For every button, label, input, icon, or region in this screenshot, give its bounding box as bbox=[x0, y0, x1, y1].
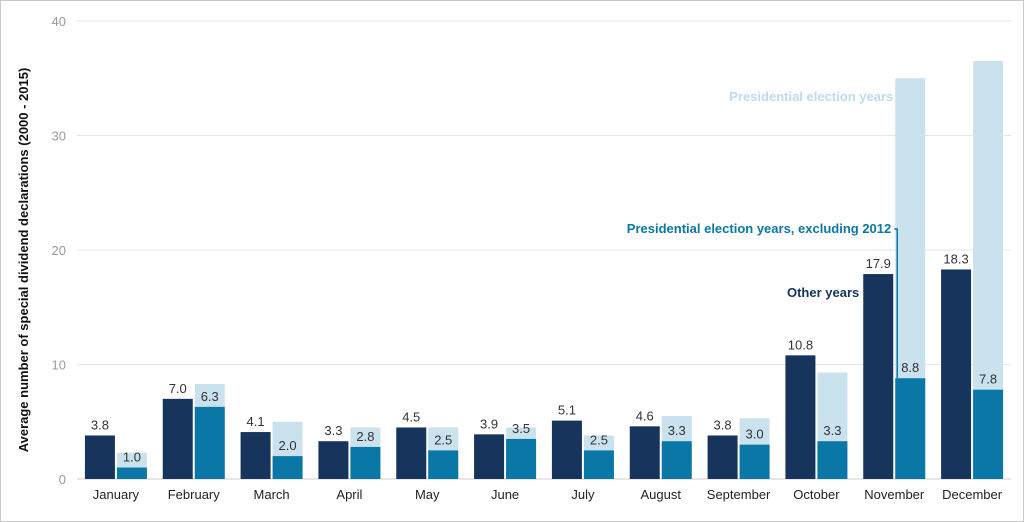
annotation-leader-line bbox=[894, 228, 898, 379]
bar-election-excl-2012 bbox=[661, 441, 692, 479]
x-tick-label: March bbox=[254, 487, 290, 502]
bar-other-years bbox=[84, 435, 115, 479]
annotation-election-years: Presidential election years bbox=[729, 89, 893, 104]
bar-other-years bbox=[707, 435, 738, 479]
value-label-election-excl-2012: 2.5 bbox=[590, 432, 608, 447]
x-tick-label: February bbox=[168, 487, 221, 502]
bar-election-excl-2012 bbox=[116, 467, 147, 479]
bar-other-years bbox=[318, 441, 349, 479]
annotation-other-years: Other years bbox=[787, 285, 859, 300]
x-tick-label: June bbox=[491, 487, 519, 502]
bar-other-years bbox=[240, 432, 271, 479]
value-label-election-excl-2012: 2.0 bbox=[279, 438, 297, 453]
value-label-other-years: 4.1 bbox=[247, 414, 265, 429]
bar-election-excl-2012 bbox=[817, 441, 848, 479]
bar-election-excl-2012 bbox=[428, 450, 459, 479]
x-tick-label: July bbox=[571, 487, 595, 502]
x-tick-label: May bbox=[415, 487, 440, 502]
y-tick-label: 20 bbox=[52, 243, 66, 258]
gridlines bbox=[77, 20, 1011, 480]
x-tick-label: April bbox=[336, 487, 362, 502]
value-label-other-years: 18.3 bbox=[943, 251, 968, 266]
x-tick-label: August bbox=[641, 487, 682, 502]
bars bbox=[84, 61, 1004, 479]
value-label-other-years: 10.8 bbox=[788, 337, 813, 352]
value-label-election-excl-2012: 7.8 bbox=[979, 372, 997, 387]
x-tick-label: October bbox=[793, 487, 840, 502]
x-tick-label: November bbox=[864, 487, 925, 502]
bar-other-years bbox=[474, 434, 505, 479]
y-tick-label: 0 bbox=[59, 472, 66, 487]
bar-other-years bbox=[863, 274, 894, 479]
annotation-excluding-2012: Presidential election years, excluding 2… bbox=[627, 221, 891, 236]
bar-election-excl-2012 bbox=[739, 444, 770, 479]
value-label-election-excl-2012: 2.5 bbox=[434, 432, 452, 447]
bar-election-excl-2012 bbox=[350, 446, 381, 479]
x-tick-label: December bbox=[942, 487, 1003, 502]
bar-election-excl-2012 bbox=[272, 456, 303, 479]
annotations: Presidential election years Presidential … bbox=[627, 89, 898, 379]
value-label-other-years: 3.8 bbox=[714, 417, 732, 432]
bar-election-excl-2012 bbox=[583, 450, 614, 479]
y-tick-label: 40 bbox=[52, 14, 66, 29]
bar-other-years bbox=[162, 398, 193, 479]
value-label-other-years: 3.3 bbox=[324, 423, 342, 438]
value-label-election-excl-2012: 3.3 bbox=[668, 423, 686, 438]
x-tick-labels: January February March April May June July Augu… bbox=[93, 487, 1003, 502]
bar-election-excl-2012 bbox=[506, 438, 537, 479]
x-tick-label: January bbox=[93, 487, 140, 502]
value-label-election-excl-2012: 3.3 bbox=[823, 423, 841, 438]
y-tick-label: 10 bbox=[52, 358, 66, 373]
bar-other-years bbox=[785, 355, 816, 479]
value-label-election-excl-2012: 2.8 bbox=[356, 429, 374, 444]
bar-election-excl-2012 bbox=[895, 378, 926, 479]
value-label-election-excl-2012: 8.8 bbox=[901, 360, 919, 375]
value-label-election-excl-2012: 3.5 bbox=[512, 421, 530, 436]
value-label-election-excl-2012: 1.0 bbox=[123, 450, 141, 465]
value-label-other-years: 5.1 bbox=[558, 403, 576, 418]
x-tick-label: September bbox=[707, 487, 771, 502]
y-tick-label: 30 bbox=[52, 129, 66, 144]
bar-election-excl-2012 bbox=[973, 389, 1004, 479]
y-axis-label: Average number of special dividend decla… bbox=[16, 68, 31, 453]
value-label-election-excl-2012: 3.0 bbox=[746, 427, 764, 442]
bar-other-years bbox=[551, 420, 582, 479]
value-label-other-years: 7.0 bbox=[169, 381, 187, 396]
value-label-other-years: 4.6 bbox=[636, 408, 654, 423]
y-tick-labels: 0 10 20 30 40 bbox=[52, 14, 66, 487]
bar-election-excl-2012 bbox=[194, 406, 225, 479]
bar-other-years bbox=[941, 269, 972, 479]
value-label-election-excl-2012: 6.3 bbox=[201, 389, 219, 404]
value-label-other-years: 3.8 bbox=[91, 417, 109, 432]
value-label-other-years: 17.9 bbox=[866, 256, 891, 271]
value-label-other-years: 3.9 bbox=[480, 416, 498, 431]
bar-other-years bbox=[629, 426, 660, 479]
value-label-other-years: 4.5 bbox=[402, 409, 420, 424]
value-labels: 3.8 1.0 7.0 6.3 4.1 2.0 3.3 2.8 4.5 2.5 3.9 3.5 5.1 2… bbox=[91, 251, 997, 464]
bar-other-years bbox=[396, 427, 427, 479]
